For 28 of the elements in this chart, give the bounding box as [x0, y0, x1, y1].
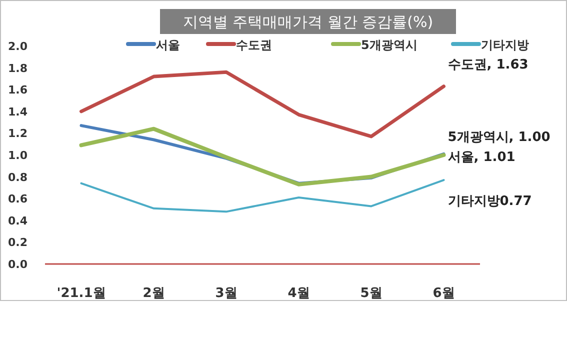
- x-tick-label: 3월: [215, 286, 238, 301]
- x-tick-label: 6월: [432, 286, 455, 301]
- legend-label: 기타지방: [481, 38, 529, 52]
- y-tick-label: 1.6: [8, 84, 28, 97]
- y-tick-label: 0.0: [8, 258, 28, 271]
- y-tick-label: 1.0: [8, 149, 28, 162]
- y-tick-label: 1.8: [8, 62, 28, 75]
- legend-label: 5개광역시: [361, 38, 418, 52]
- x-tick-label: 5월: [360, 286, 382, 301]
- legend-label: 수도권: [236, 38, 272, 52]
- legend-label: 서울: [156, 38, 180, 52]
- x-tick-label: 2월: [142, 286, 165, 301]
- annotation: 수도권, 1.63: [448, 57, 528, 72]
- y-tick-label: 0.4: [8, 214, 28, 228]
- y-tick-label: 2.0: [8, 40, 28, 53]
- y-tick-label: 0.6: [8, 192, 28, 206]
- line-series: [80, 70, 446, 138]
- annotation: 5개광역시, 1.00: [448, 130, 550, 145]
- line-series: [80, 179, 445, 213]
- chart-title: 지역별 주택매매가격 월간 증감률(%): [182, 13, 434, 31]
- y-tick-label: 0.2: [8, 236, 28, 250]
- x-tick-label: 4월: [288, 286, 310, 301]
- y-tick-label: 1.4: [8, 105, 28, 118]
- y-tick-label: 1.2: [8, 127, 28, 140]
- y-tick-label: 0.8: [8, 170, 28, 184]
- x-tick-label: '21.1월: [56, 286, 106, 301]
- annotation: 서울, 1.01: [448, 150, 516, 165]
- annotation: 기타지방0.77: [448, 194, 532, 210]
